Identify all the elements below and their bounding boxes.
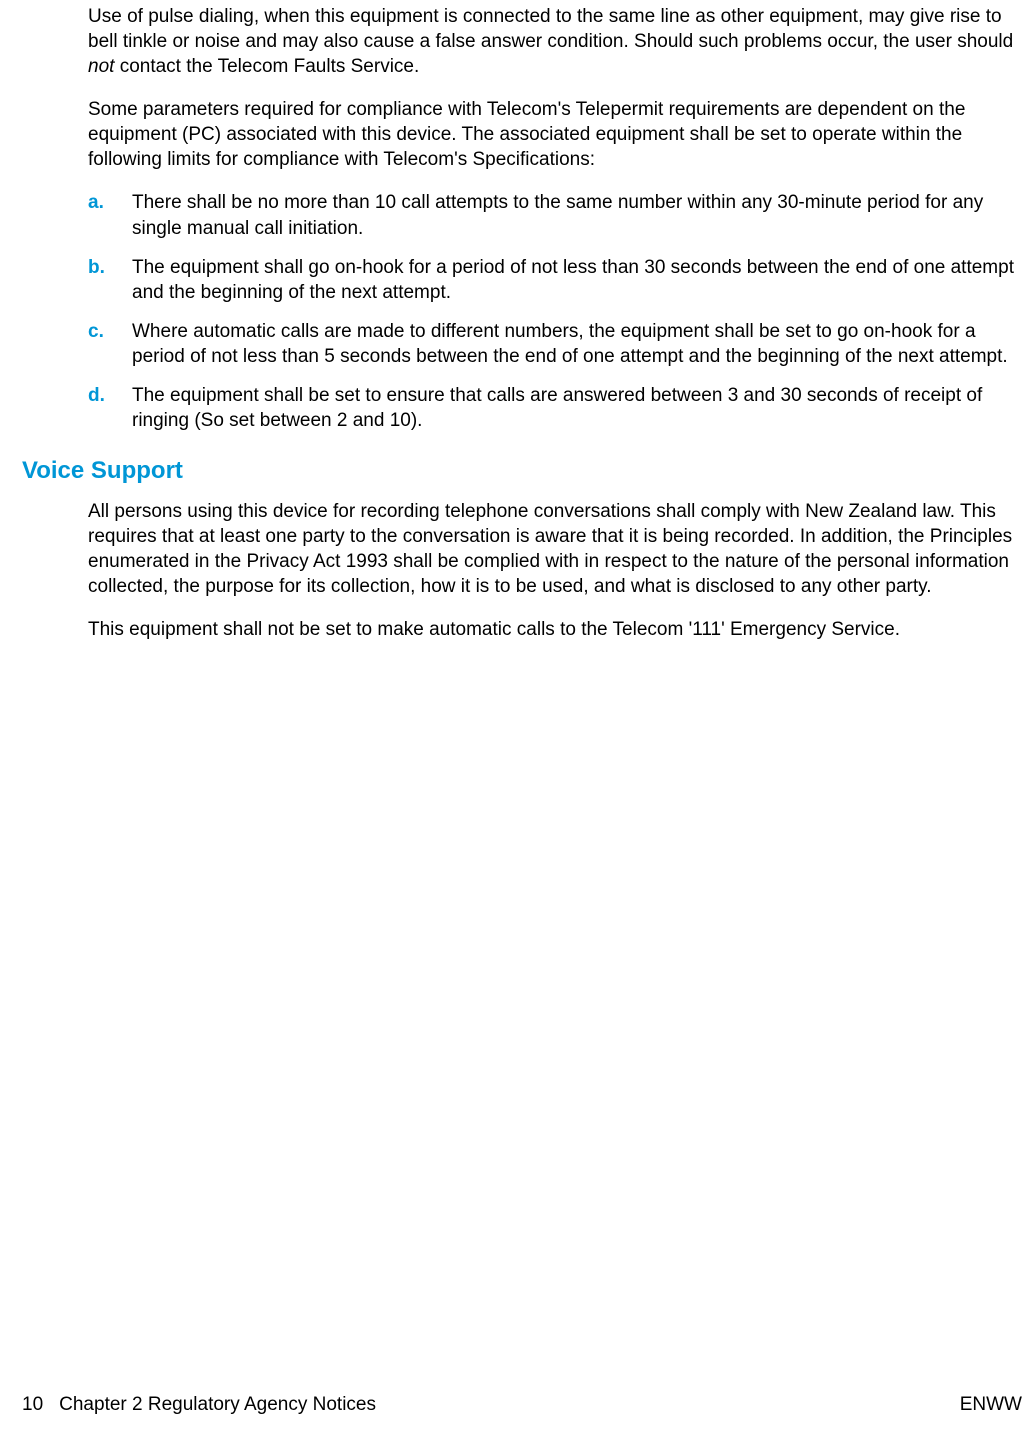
- list-marker: d.: [88, 383, 132, 408]
- list-marker: a.: [88, 190, 132, 215]
- body-content: Use of pulse dialing, when this equipmen…: [88, 4, 1022, 433]
- list-item: c. Where automatic calls are made to dif…: [88, 319, 1022, 369]
- document-page: Use of pulse dialing, when this equipmen…: [0, 0, 1032, 1444]
- paragraph-pulse-dialing: Use of pulse dialing, when this equipmen…: [88, 4, 1022, 79]
- paragraph-telepermit: Some parameters required for compliance …: [88, 97, 1022, 172]
- list-text: The equipment shall be set to ensure tha…: [132, 383, 1022, 433]
- paragraph-nz-law: All persons using this device for record…: [88, 499, 1022, 599]
- list-marker: b.: [88, 255, 132, 280]
- compliance-list: a. There shall be no more than 10 call a…: [88, 190, 1022, 433]
- chapter-title: Chapter 2 Regulatory Agency Notices: [59, 1394, 376, 1416]
- list-item: a. There shall be no more than 10 call a…: [88, 190, 1022, 240]
- list-text: The equipment shall go on-hook for a per…: [132, 255, 1022, 305]
- list-text: There shall be no more than 10 call atte…: [132, 190, 1022, 240]
- list-text: Where automatic calls are made to differ…: [132, 319, 1022, 369]
- list-marker: c.: [88, 319, 132, 344]
- page-number: 10: [22, 1394, 43, 1416]
- footer-left: 10 Chapter 2 Regulatory Agency Notices: [22, 1394, 376, 1416]
- voice-support-content: All persons using this device for record…: [88, 499, 1022, 642]
- para1-pre: Use of pulse dialing, when this equipmen…: [88, 6, 1013, 52]
- footer-right: ENWW: [960, 1394, 1022, 1416]
- list-item: b. The equipment shall go on-hook for a …: [88, 255, 1022, 305]
- paragraph-emergency: This equipment shall not be set to make …: [88, 617, 1022, 642]
- heading-voice-support: Voice Support: [22, 457, 1032, 485]
- page-footer: 10 Chapter 2 Regulatory Agency Notices E…: [22, 1394, 1022, 1416]
- list-item: d. The equipment shall be set to ensure …: [88, 383, 1022, 433]
- para1-emphasis: not: [88, 56, 114, 77]
- para1-post: contact the Telecom Faults Service.: [114, 56, 419, 77]
